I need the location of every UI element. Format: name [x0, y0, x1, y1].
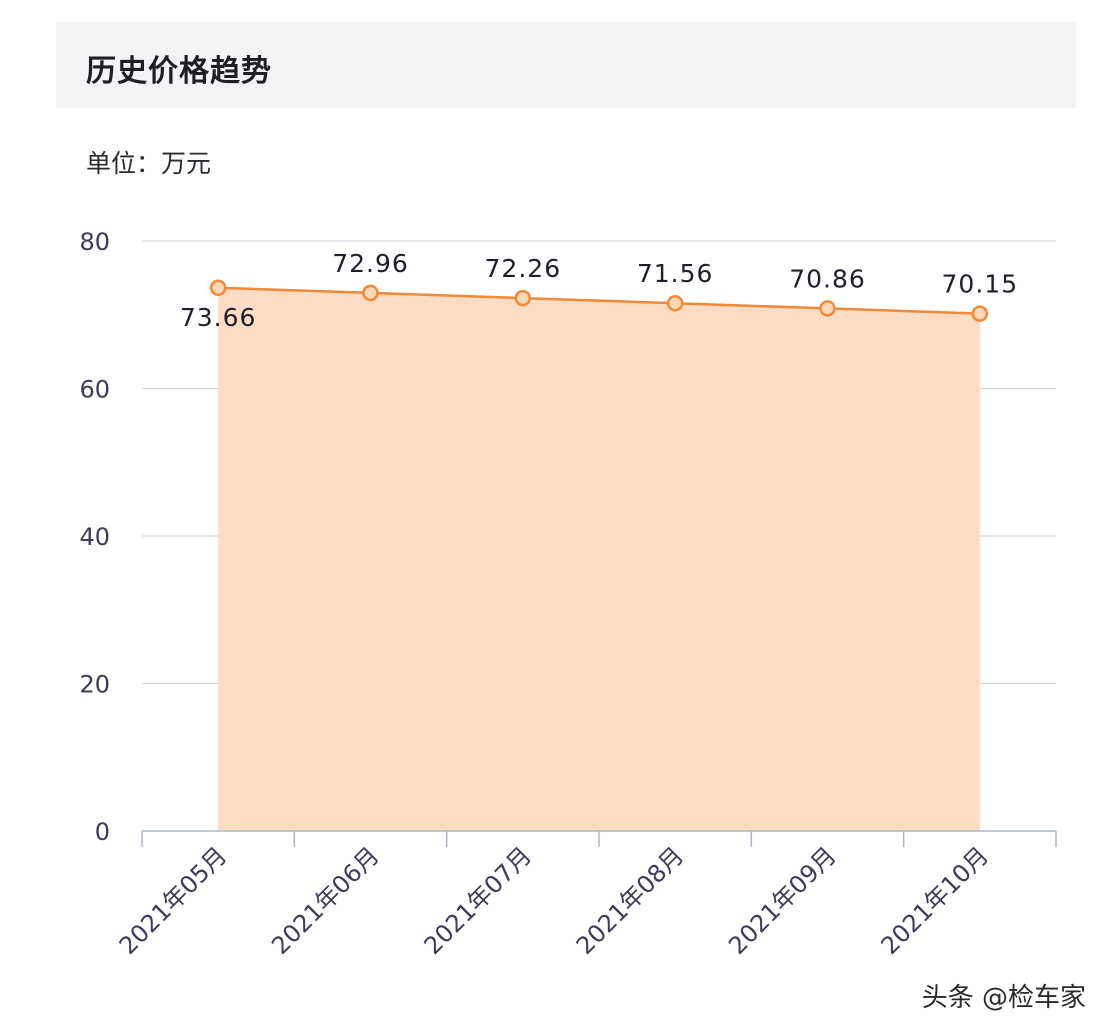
x-tick-label: 2021年05月	[114, 841, 233, 960]
x-tick-label: 2021年06月	[266, 841, 385, 960]
data-label: 72.26	[485, 254, 562, 283]
chart-title: 历史价格趋势	[86, 54, 272, 89]
x-tick-label: 2021年09月	[723, 841, 842, 960]
watermark: 头条 @检车家	[921, 983, 1086, 1013]
data-label: 71.56	[637, 259, 714, 288]
data-point	[209, 279, 227, 297]
data-point	[362, 284, 379, 302]
chart-header: 历史价格趋势	[56, 22, 1076, 108]
x-tick-label: 2021年08月	[571, 841, 690, 960]
data-label: 72.96	[332, 249, 409, 278]
x-tick-label: 2021年10月	[876, 841, 995, 960]
data-point	[666, 294, 684, 312]
series-line	[218, 286, 980, 315]
y-tick-label: 20	[79, 671, 110, 699]
y-tick-label: 60	[79, 376, 110, 404]
y-tick-label: 40	[79, 523, 110, 551]
y-tick-label: 0	[95, 818, 110, 846]
y-tick-label: 80	[79, 228, 110, 256]
data-label: 73.66	[180, 303, 257, 332]
data-point	[514, 289, 532, 307]
data-point	[819, 300, 836, 317]
x-tick-label: 2021年07月	[419, 841, 538, 960]
data-point	[971, 305, 989, 322]
data-label: 70.86	[789, 264, 866, 293]
data-label: 70.15	[942, 270, 1019, 299]
unit-label: 单位：万元	[86, 149, 212, 178]
series-area	[218, 287, 980, 831]
